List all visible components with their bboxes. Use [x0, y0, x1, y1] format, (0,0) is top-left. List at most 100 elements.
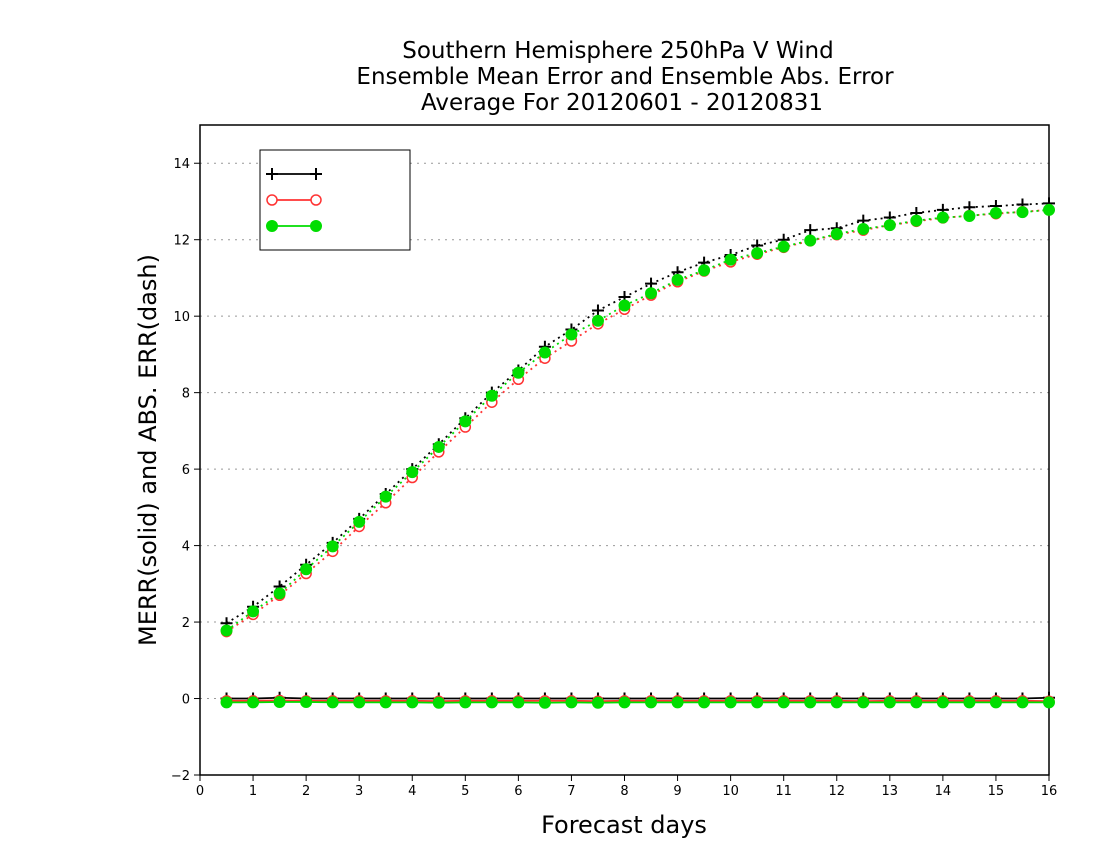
data-point-filled-circle [379, 696, 392, 709]
data-point-filled-circle [220, 624, 233, 637]
abs-error-line [226, 208, 1050, 633]
data-point-filled-circle [273, 695, 286, 708]
data-point-filled-circle [724, 253, 737, 266]
data-point-filled-circle [1016, 206, 1029, 219]
data-point-filled-circle [830, 696, 843, 709]
data-point-filled-circle [565, 696, 578, 709]
data-point-filled-circle [353, 515, 366, 528]
x-tick-label: 9 [673, 784, 681, 799]
data-point-filled-circle [538, 346, 551, 359]
data-point-filled-circle [963, 210, 976, 222]
data-point-filled-circle [326, 540, 339, 553]
legend [259, 149, 411, 251]
data-point-filled-circle [618, 696, 631, 709]
data-point-filled-circle [512, 696, 525, 709]
data-point-filled-circle [936, 211, 949, 224]
data-point-filled-circle [777, 240, 790, 253]
data-point-filled-circle [326, 696, 339, 709]
data-point-filled-circle [379, 490, 392, 503]
data-point-filled-circle [645, 287, 658, 300]
data-point-filled-circle [883, 696, 896, 709]
data-point-filled-circle [273, 587, 286, 600]
y-tick-label: −2 [171, 769, 190, 784]
x-tick-label: 3 [355, 784, 363, 799]
y-tick-label: 0 [182, 693, 190, 708]
data-point-filled-circle [724, 696, 737, 709]
data-point-plus [591, 304, 604, 317]
x-tick-label: 14 [935, 784, 952, 799]
y-axis-label: MERR(solid) and ABS. ERR(dash) [134, 254, 162, 646]
x-tick-label: 16 [1041, 784, 1058, 799]
x-tick-label: 4 [408, 784, 416, 799]
data-point-filled-circle [830, 227, 843, 240]
x-tick-label: 13 [882, 784, 899, 799]
data-point-filled-circle [777, 696, 790, 709]
series-2 [220, 204, 1055, 707]
data-point-filled-circle [698, 264, 711, 277]
data-point-filled-circle [591, 314, 604, 327]
x-tick-label: 11 [775, 784, 792, 799]
data-point-filled-circle [883, 219, 896, 232]
data-point-plus [804, 224, 817, 237]
y-tick-label: 6 [182, 463, 190, 478]
data-point-filled-circle [618, 299, 631, 312]
data-point-filled-circle [565, 328, 578, 341]
abs-error-line [226, 208, 1050, 632]
mean-error-line [226, 699, 1050, 703]
data-point-filled-circle [804, 696, 817, 709]
legend-item [266, 168, 322, 180]
data-point-filled-circle [963, 696, 976, 709]
data-point-filled-circle [266, 220, 278, 232]
data-point-filled-circle [406, 466, 419, 479]
data-point-filled-circle [220, 696, 233, 709]
data-point-filled-circle [989, 206, 1002, 219]
chart-title-line-3: Average For 20120601 - 20120831 [421, 90, 823, 116]
series-1 [220, 197, 1055, 705]
data-point-filled-circle [353, 696, 366, 709]
data-point-filled-circle [1043, 696, 1055, 709]
data-point-filled-circle [300, 563, 313, 576]
x-axis-label: Forecast days [541, 811, 707, 839]
x-tick-label: 6 [514, 784, 522, 799]
data-point-filled-circle [485, 389, 498, 402]
data-point-filled-circle [857, 696, 870, 709]
x-axis: 0 1 2 3 4 5 6 7 8 9 10 11 12 13 14 15 16 [196, 775, 1057, 799]
data-point-open-circle [266, 194, 278, 206]
data-point-plus [310, 168, 322, 180]
data-point-filled-circle [910, 214, 923, 227]
x-tick-label: 15 [988, 784, 1005, 799]
mean-error-line [226, 696, 1050, 700]
y-tick-label: 8 [182, 387, 190, 402]
data-point-filled-circle [512, 366, 525, 379]
legend-item [266, 194, 322, 206]
x-tick-label: 7 [567, 784, 575, 799]
data-point-filled-circle [459, 415, 472, 428]
series-3 [220, 203, 1055, 709]
data-point-open-circle [310, 194, 322, 206]
data-point-filled-circle [310, 220, 322, 232]
x-tick-label: 5 [461, 784, 469, 799]
data-point-filled-circle [1043, 203, 1055, 216]
data-point-filled-circle [300, 695, 313, 708]
data-point-filled-circle [591, 696, 604, 709]
series-layer [220, 197, 1055, 709]
y-tick-label: 4 [182, 540, 190, 555]
abs-error-line [226, 202, 1050, 624]
x-tick-label: 10 [722, 784, 739, 799]
y-tick-label: 10 [173, 310, 190, 325]
data-point-filled-circle [459, 696, 472, 709]
mean-error-line [226, 701, 1049, 704]
x-tick-label: 8 [620, 784, 628, 799]
data-point-filled-circle [406, 696, 419, 709]
data-point-filled-circle [1016, 696, 1029, 709]
data-point-filled-circle [671, 696, 684, 709]
x-tick-label: 2 [302, 784, 310, 799]
data-point-filled-circle [751, 247, 764, 260]
data-point-filled-circle [247, 605, 260, 618]
plot-frame [199, 124, 1050, 776]
x-tick-label: 0 [196, 784, 204, 799]
data-point-filled-circle [857, 223, 870, 235]
data-point-filled-circle [671, 273, 684, 286]
legend-item [266, 220, 322, 232]
